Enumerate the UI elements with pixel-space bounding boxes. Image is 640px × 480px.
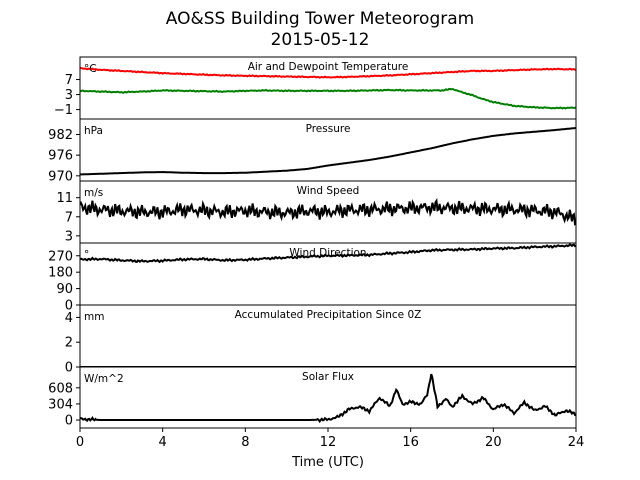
y-tick-label: 304 [48, 397, 73, 412]
y-tick-label: 0 [65, 414, 73, 429]
panel-title: Air and Dewpoint Temperature [248, 61, 409, 73]
y-tick-label: 11 [56, 191, 73, 206]
panel-pressure: 982 976 970 Pressure hPa [48, 118, 577, 184]
y-tick-label: 4 [65, 311, 73, 326]
panel-unit: hPa [84, 125, 103, 137]
panel-unit: W/m^2 [84, 373, 124, 385]
panel-unit: m/s [84, 187, 103, 199]
y-tick-label: 90 [56, 282, 73, 297]
figure-title-line2: 2015-05-12 [271, 30, 370, 50]
y-tick-label: 970 [48, 169, 73, 184]
panel-title: Wind Direction [289, 247, 366, 259]
y-tick-label: 3 [65, 88, 73, 103]
x-tick-label: 8 [241, 435, 249, 450]
series-line-wind_speed-0 [80, 198, 576, 226]
panel-title: Pressure [306, 123, 351, 135]
series-line-temperature-1 [80, 87, 576, 110]
panel-unit: °C [84, 63, 97, 75]
y-tick-label: 2 [65, 336, 73, 351]
y-tick-label: −1 [54, 103, 73, 118]
series-line-temperature-0 [80, 66, 576, 79]
y-tick-label: 270 [48, 249, 73, 264]
x-tick-label: 0 [76, 435, 84, 450]
y-tick-label: 7 [65, 73, 73, 88]
panel-title: Solar Flux [302, 371, 354, 383]
x-tick-label: 20 [485, 435, 502, 450]
y-tick-label: 608 [48, 381, 73, 396]
y-tick-label: 976 [48, 149, 73, 164]
y-tick-label: 0 [65, 299, 73, 314]
series-line-wind_direction-0 [80, 243, 576, 264]
x-axis-label: Time (UTC) [291, 455, 364, 470]
panel-title: Wind Speed [297, 185, 360, 197]
x-tick-label: 24 [568, 435, 585, 450]
series-line-pressure-0 [80, 127, 576, 176]
y-tick-label: 3 [65, 229, 73, 244]
y-tick-label: 7 [65, 210, 73, 225]
panel-temperature: 73−1 Air and Dewpoint Temperature °C [54, 56, 577, 120]
y-tick-label: 0 [65, 361, 73, 376]
panel-title: Accumulated Precipitation Since 0Z [235, 309, 422, 321]
panel-precipitation: 4 2 0 Accumulated Precipitation Since 0Z mm [65, 304, 577, 376]
series-line-solar_flux-0 [80, 373, 576, 424]
panel-wind_speed: 11 7 3 Wind Speed m/s [56, 180, 577, 244]
figure-title-line1: AO&SS Building Tower Meteorogram [166, 9, 474, 29]
panel-unit: mm [84, 311, 104, 323]
x-tick-label: 16 [402, 435, 419, 450]
y-tick-label: 180 [48, 266, 73, 281]
x-tick-label: 4 [159, 435, 167, 450]
y-tick-label: 982 [48, 128, 73, 143]
x-tick-label: 12 [320, 435, 337, 450]
panel-unit: ° [84, 249, 89, 261]
